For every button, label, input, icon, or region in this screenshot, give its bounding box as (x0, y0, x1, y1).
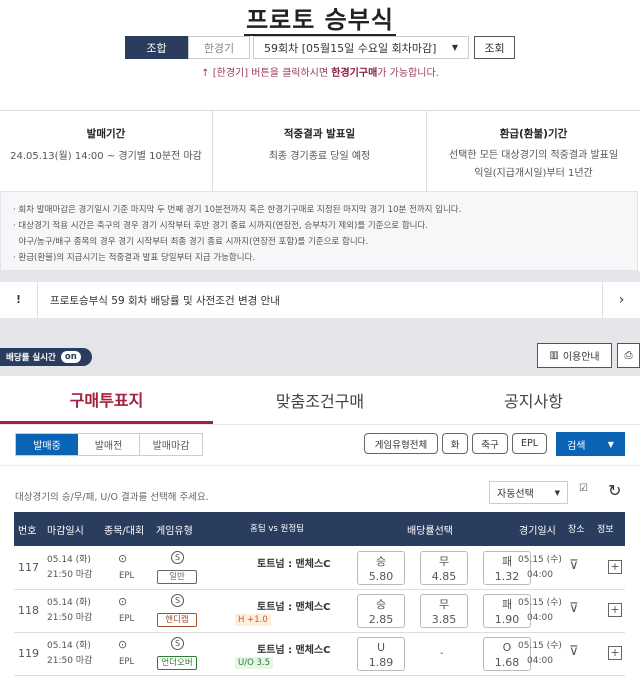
filter-pre-sale[interactable]: 발매전 (78, 434, 140, 455)
notice-bar[interactable]: ! 프로토승부식 59 회차 배당률 및 사전조건 변경 안내 › (0, 282, 640, 318)
round-select-value: 59회차 [05월15일 수요일 회차마감] (264, 41, 437, 55)
odds-button[interactable]: O 1.68 (483, 637, 531, 671)
guide-button[interactable]: ▥ 이용안내 (537, 343, 612, 368)
mode-single-button[interactable]: 한경기 (188, 36, 250, 59)
match-teams: 토트넘 : 맨체스C (257, 559, 331, 570)
row-number: 117 (18, 561, 39, 574)
soccer-ball-icon: ⊙ (118, 638, 128, 651)
odds-button[interactable]: 무 4.85 (420, 551, 468, 585)
plus-icon[interactable]: + (608, 603, 622, 617)
search-filter-button[interactable]: 검색 ▼ (556, 432, 625, 456)
instruction-text: 대상경기의 승/무/패, U/O 결과를 선택해 주세요. (15, 492, 209, 503)
game-datetime: 05.15 (수) 04:00 (518, 641, 562, 666)
close-datetime: 05.14 (화) 21:50 마감 (47, 641, 93, 666)
hint-text: ↑ [한경기] 버튼을 클릭하시면 한경기구매가 가능합니다. (201, 68, 439, 79)
plus-icon[interactable]: + (608, 560, 622, 574)
chevron-right-icon[interactable]: › (602, 282, 640, 318)
book-icon: ▥ (549, 350, 559, 361)
notes-box: · 회차 발매마감은 경기일시 기준 마지막 두 번째 경기 10분전까지 혹은… (0, 191, 638, 271)
odds-button[interactable]: 무 3.85 (420, 594, 468, 628)
tab-custom-purchase[interactable]: 맞춤조건구매 (275, 392, 365, 411)
table-header: 번호 마감일시 종목/대회 게임유형 홈팀 vs 원정팀 배당률선택 경기일시 장소 정보 (14, 512, 625, 546)
league: EPL (119, 614, 135, 624)
condition-label: H +1.0 (235, 614, 271, 626)
page-title: 프로토 승부식 (244, 6, 396, 36)
game-type-badge: 일반 (157, 570, 197, 584)
tab-purchase[interactable]: 구매투표지 (0, 376, 213, 424)
printer-icon: ⎙ (624, 350, 633, 361)
arrow-up-icon: ↑ (201, 68, 213, 79)
table-row: 119 05.14 (화) 21:50 마감 ⊙ EPL S 언더오버 토트넘 :… (14, 633, 625, 676)
realtime-odds-toggle[interactable]: 배당률 실시간 on (0, 348, 92, 366)
chip-game-type[interactable]: 게임유형전체 (364, 433, 438, 454)
caret-down-icon: ▼ (607, 439, 614, 449)
close-datetime: 05.14 (화) 21:50 마감 (47, 555, 93, 580)
auto-select-dropdown[interactable]: 자동선택 ▼ (489, 481, 568, 504)
round-select[interactable]: 59회차 [05월15일 수요일 회차마감] ▼ (253, 36, 469, 59)
row-number: 119 (18, 647, 39, 660)
chip-day[interactable]: 화 (442, 433, 468, 454)
odds-none: - (440, 648, 444, 659)
mode-combo-button[interactable]: 조합 (125, 36, 188, 59)
odds-button[interactable]: 승 2.85 (357, 594, 405, 628)
match-teams: 토트넘 : 맨체스C (257, 602, 331, 613)
chevron-down-icon: ▼ (451, 43, 458, 52)
info-refund-period: 환급(환불)기간 선택한 모든 대상경기의 적중결과 발표일 익일(지급개시일)부터… (448, 128, 619, 179)
tab-notices[interactable]: 공지사항 (504, 392, 563, 411)
exclamation-icon: ! (0, 282, 38, 318)
info-result-date: 적중결과 발표일 최종 경기종료 당일 예정 (213, 111, 427, 191)
odds-button[interactable]: 승 5.80 (357, 551, 405, 585)
print-button[interactable]: ⎙ (617, 343, 640, 368)
single-game-icon: S (171, 637, 184, 650)
league: EPL (119, 657, 135, 667)
condition-label: U/O 3.5 (235, 657, 273, 669)
notice-text: 프로토승부식 59 회차 배당률 및 사전조건 변경 안내 (50, 294, 280, 307)
game-type-badge: 핸디캡 (157, 613, 197, 627)
table-row: 118 05.14 (화) 21:50 마감 ⊙ EPL S 핸디캡 토트넘 : … (14, 590, 625, 633)
table-row: 117 05.14 (화) 21:50 마감 ⊙ EPL S 일반 토트넘 : 맨… (14, 547, 625, 590)
odds-button[interactable]: U 1.89 (357, 637, 405, 671)
soccer-ball-icon: ⊙ (118, 552, 128, 565)
refresh-icon[interactable]: ↻ (608, 481, 622, 500)
info-sale-period: 발매기간 24.05.13(월) 14:00 ~ 경기별 10분전 마감 (0, 111, 213, 191)
odds-button[interactable]: 패 1.90 (483, 594, 531, 628)
filter-on-sale[interactable]: 발매중 (16, 434, 78, 455)
odds-button[interactable]: 패 1.32 (483, 551, 531, 585)
chip-league[interactable]: EPL (512, 433, 547, 454)
location-pin-icon[interactable]: ⊽ (569, 644, 579, 659)
select-all-icon[interactable]: ☑ (579, 483, 588, 494)
soccer-ball-icon: ⊙ (118, 595, 128, 608)
match-teams: 토트넘 : 맨체스C (257, 645, 331, 656)
filter-closed[interactable]: 발매마감 (152, 441, 190, 452)
league: EPL (119, 571, 135, 581)
single-game-icon: S (171, 594, 184, 607)
game-type-badge: 언더오버 (157, 656, 197, 670)
caret-down-icon: ▼ (554, 488, 560, 497)
location-pin-icon[interactable]: ⊽ (569, 558, 579, 573)
chip-sport[interactable]: 축구 (472, 433, 508, 454)
toggle-state: on (60, 351, 81, 363)
row-number: 118 (18, 604, 39, 617)
location-pin-icon[interactable]: ⊽ (569, 601, 579, 616)
search-round-button[interactable]: 조회 (474, 36, 515, 59)
game-datetime: 05.15 (수) 04:00 (518, 598, 562, 623)
close-datetime: 05.14 (화) 21:50 마감 (47, 598, 93, 623)
game-datetime: 05.15 (수) 04:00 (518, 555, 562, 580)
plus-icon[interactable]: + (608, 646, 622, 660)
single-game-icon: S (171, 551, 184, 564)
